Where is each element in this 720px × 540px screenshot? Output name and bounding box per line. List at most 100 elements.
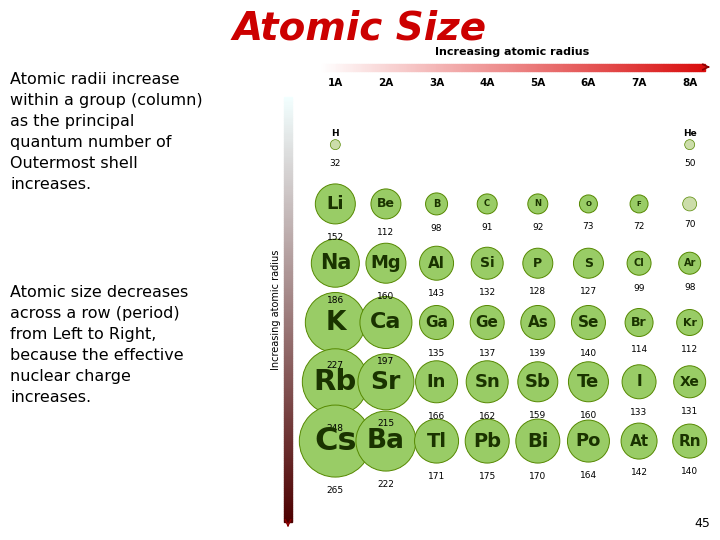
Bar [608,64,611,71]
Bar [284,422,292,424]
Bar [284,176,292,178]
Circle shape [466,361,508,403]
Bar [284,212,292,214]
Text: 171: 171 [428,472,445,481]
Text: Atomic Size: Atomic Size [233,9,487,47]
Bar [561,64,562,71]
Bar [284,167,292,169]
Circle shape [315,184,355,224]
Bar [284,191,292,193]
Bar [284,102,292,103]
Text: 2A: 2A [378,78,394,88]
Text: 137: 137 [479,348,496,357]
Bar [508,64,510,71]
Text: 143: 143 [428,289,445,298]
Text: 197: 197 [377,357,395,367]
Bar [284,169,292,171]
Circle shape [528,194,548,214]
Bar [284,99,292,102]
Bar [284,480,292,482]
Bar [484,64,485,71]
Bar [520,64,522,71]
Bar [620,64,622,71]
Text: 7A: 7A [631,78,647,88]
Bar [532,64,534,71]
Bar [284,186,292,188]
Text: H: H [331,129,339,138]
Bar [637,64,639,71]
Bar [405,64,407,71]
Bar [544,64,545,71]
Bar [284,241,292,244]
Bar [284,501,292,503]
Bar [284,301,292,303]
Bar [397,64,399,71]
Bar [284,286,292,288]
Bar [284,271,292,273]
Text: 32: 32 [330,159,341,167]
Bar [284,420,292,422]
Bar [370,64,372,71]
Bar [339,64,341,71]
Bar [332,64,333,71]
Bar [284,411,292,414]
Bar [665,64,667,71]
Text: O: O [585,201,591,207]
Bar [284,148,292,150]
Bar [284,318,292,320]
Bar [341,64,343,71]
Bar [284,171,292,173]
Bar [333,64,336,71]
Text: As: As [528,315,548,330]
Bar [284,320,292,322]
Bar [379,64,382,71]
Bar [559,64,561,71]
Bar [430,64,432,71]
Bar [284,225,292,227]
Bar [284,490,292,492]
Bar [491,64,493,71]
Bar [630,64,631,71]
Bar [284,433,292,435]
Bar [284,193,292,195]
Bar [284,201,292,203]
Bar [284,439,292,441]
Text: Na: Na [320,253,351,273]
Bar [284,467,292,469]
Bar [284,297,292,299]
Bar [284,284,292,286]
Bar [284,161,292,163]
Bar [284,441,292,443]
Bar [347,64,349,71]
Text: Ar: Ar [683,258,696,268]
Bar [284,330,292,333]
Bar [482,64,484,71]
Text: Ge: Ge [476,315,499,330]
Bar [536,64,538,71]
Bar [284,139,292,141]
Text: 215: 215 [377,419,395,428]
Bar [616,64,618,71]
Bar [284,509,292,511]
Bar [693,64,696,71]
Bar [284,282,292,284]
Bar [585,64,588,71]
Bar [284,165,292,167]
Text: 170: 170 [529,472,546,481]
Bar [426,64,428,71]
Text: Bi: Bi [527,431,549,450]
Bar [639,64,642,71]
Bar [634,64,636,71]
Circle shape [470,306,504,340]
Bar [284,430,292,433]
Bar [284,269,292,271]
Bar [284,511,292,514]
Bar [284,456,292,458]
Bar [284,131,292,133]
Bar [284,114,292,116]
Circle shape [685,140,695,150]
Text: 5A: 5A [530,78,546,88]
Bar [284,199,292,201]
Bar [490,64,491,71]
Bar [549,64,551,71]
